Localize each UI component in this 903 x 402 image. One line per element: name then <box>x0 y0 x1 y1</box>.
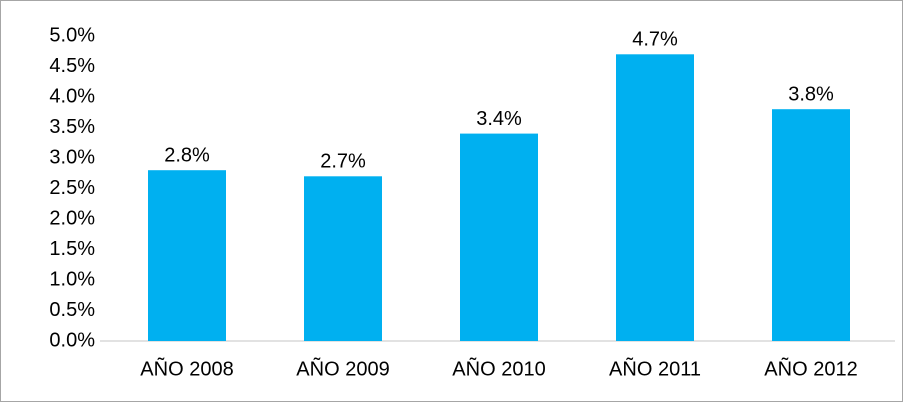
y-tick-label: 3.0% <box>49 146 95 168</box>
bar <box>772 109 850 341</box>
bar <box>616 54 694 342</box>
x-tick-label: AÑO 2012 <box>764 356 857 380</box>
y-tick-label: 4.0% <box>49 85 95 107</box>
x-tick-label: AÑO 2011 <box>609 356 701 380</box>
bar <box>148 170 226 341</box>
x-tick-label: AÑO 2009 <box>296 356 389 380</box>
bar <box>460 133 538 341</box>
data-label: 3.8% <box>788 83 834 105</box>
y-tick-label: 5.0% <box>49 24 95 46</box>
y-tick-label: 0.0% <box>49 329 95 351</box>
y-tick-label: 0.5% <box>49 299 95 321</box>
y-tick-label: 1.5% <box>49 238 95 260</box>
y-tick-label: 3.5% <box>49 116 95 138</box>
data-label: 2.8% <box>164 144 210 166</box>
x-tick-label: AÑO 2008 <box>140 356 233 380</box>
bar <box>304 176 382 341</box>
y-tick-label: 2.0% <box>49 207 95 229</box>
data-label: 4.7% <box>632 29 678 51</box>
data-label: 3.4% <box>476 108 522 130</box>
y-tick-label: 2.5% <box>49 177 95 199</box>
y-tick-label: 1.0% <box>49 268 95 290</box>
data-label: 2.7% <box>320 151 366 173</box>
x-tick-label: AÑO 2010 <box>452 356 545 380</box>
y-tick-label: 4.5% <box>49 55 95 77</box>
